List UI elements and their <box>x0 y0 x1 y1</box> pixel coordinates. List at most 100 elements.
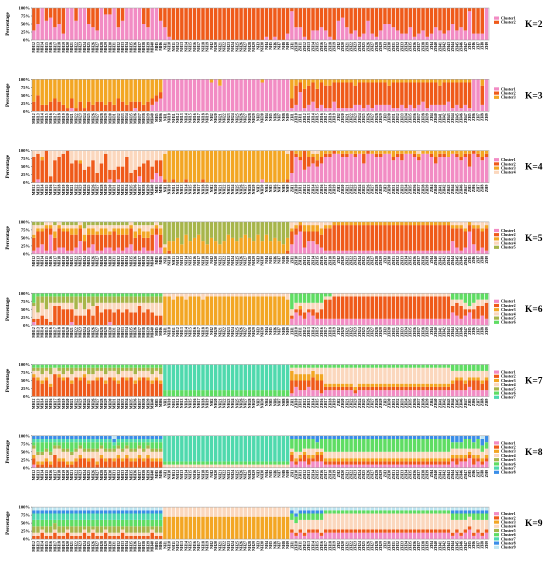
bar-segment <box>91 315 95 326</box>
bar-segment <box>167 150 171 183</box>
x-tick-label: NH21 <box>218 42 222 52</box>
x-tick-label: MH13 <box>36 256 40 267</box>
bar-segment <box>260 461 264 465</box>
bar-segment <box>146 439 150 443</box>
bar-segment <box>163 8 167 28</box>
bar-segment <box>328 250 332 254</box>
x-tick-label: NH25 <box>235 470 239 480</box>
bar-segment <box>455 510 459 514</box>
bar-segment <box>294 228 298 235</box>
bar-segment <box>323 318 328 326</box>
bar-segment <box>167 221 171 242</box>
bar-segment <box>446 367 451 384</box>
x-tick-label: MH36 <box>134 256 138 267</box>
bar-segment <box>353 439 358 452</box>
x-tick-label: ZH32 <box>396 42 400 52</box>
bar-segment <box>438 318 442 326</box>
legend-swatch <box>494 395 499 399</box>
y-tick-label: 100% <box>19 433 31 438</box>
bar-segment <box>285 8 290 34</box>
x-tick-label: NH10 <box>168 113 172 123</box>
bar-segment <box>91 293 95 297</box>
bar-segment <box>417 160 421 183</box>
bar-segment <box>137 293 142 297</box>
legend-label: Cluster4 <box>501 241 516 246</box>
bar-segment <box>408 250 413 254</box>
bar-segment <box>252 241 256 254</box>
bar-segment <box>353 296 358 319</box>
bar-segment <box>213 461 218 465</box>
x-tick-label: MH14 <box>41 256 45 267</box>
bar-segment <box>48 228 53 235</box>
bar-segment <box>455 370 459 378</box>
bar-segment <box>184 293 188 300</box>
bar-segment <box>142 458 146 462</box>
bar-segment <box>476 458 480 462</box>
x-tick-label: ZH11 <box>299 42 303 51</box>
bar-segment <box>163 516 167 540</box>
bar-segment <box>74 228 78 235</box>
bar-segment <box>400 33 404 40</box>
bar-segment <box>154 535 159 540</box>
x-tick-label: ZH12 <box>303 113 307 123</box>
bar-segment <box>32 526 36 533</box>
bar-segment <box>44 20 49 40</box>
bar-segment <box>32 8 36 31</box>
x-tick-label: NH22 <box>223 113 227 123</box>
x-tick-label: MH33 <box>121 113 125 124</box>
bar-segment <box>391 108 396 112</box>
x-tick-label: MH37 <box>138 256 142 267</box>
bar-segment <box>53 455 57 468</box>
x-tick-label: ZH34 <box>405 42 409 52</box>
bar-segment <box>256 464 260 468</box>
bar-segment <box>476 455 480 459</box>
bar-segment <box>307 464 311 468</box>
bar-segment <box>57 519 61 527</box>
bar-segment <box>311 390 315 397</box>
bar-segment <box>484 448 489 455</box>
bar-segment <box>336 221 341 226</box>
bar-segment <box>311 455 315 459</box>
x-tick-label: MH23 <box>79 327 83 338</box>
bar-segment <box>61 79 66 105</box>
x-tick-label: NH4 <box>265 541 269 549</box>
bar-segment <box>476 448 480 455</box>
bar-segment <box>137 225 142 229</box>
bar-segment <box>44 79 49 105</box>
bar-segment <box>450 380 455 384</box>
bar-segment <box>95 150 99 173</box>
bar-segment <box>36 221 40 226</box>
bar-segment <box>455 153 459 157</box>
bar-segment <box>349 108 353 112</box>
bar-segment <box>366 386 370 391</box>
x-tick-label: MH23 <box>79 113 83 124</box>
bar-segment <box>158 176 163 183</box>
bar-segment <box>48 519 53 527</box>
bar-segment <box>213 507 218 517</box>
bar-segment <box>112 364 116 368</box>
bar-segment <box>442 390 446 397</box>
bar-segment <box>154 513 159 520</box>
legend-swatch <box>494 166 499 170</box>
legend-swatch <box>494 245 499 249</box>
bar-segment <box>408 8 413 28</box>
bar-segment <box>78 526 83 533</box>
bar-segment <box>197 461 201 465</box>
bar-segment <box>459 150 463 157</box>
bar-segment <box>61 153 66 183</box>
bar-segment <box>108 231 112 235</box>
x-tick-label: MH37 <box>138 185 142 196</box>
bar-segment <box>387 439 391 452</box>
bar-segment <box>484 390 489 397</box>
bar-segment <box>472 228 476 245</box>
bar-segment <box>387 390 391 397</box>
bar-segment <box>120 529 125 533</box>
bar-segment <box>70 98 74 109</box>
bar-segment <box>120 526 125 530</box>
bar-segment <box>99 458 104 468</box>
x-tick-label: NH30 <box>261 398 265 408</box>
bar-segment <box>74 435 78 439</box>
bar-segment <box>362 383 366 387</box>
bar-segment <box>158 228 163 235</box>
x-tick-label: MH39 <box>146 185 150 196</box>
